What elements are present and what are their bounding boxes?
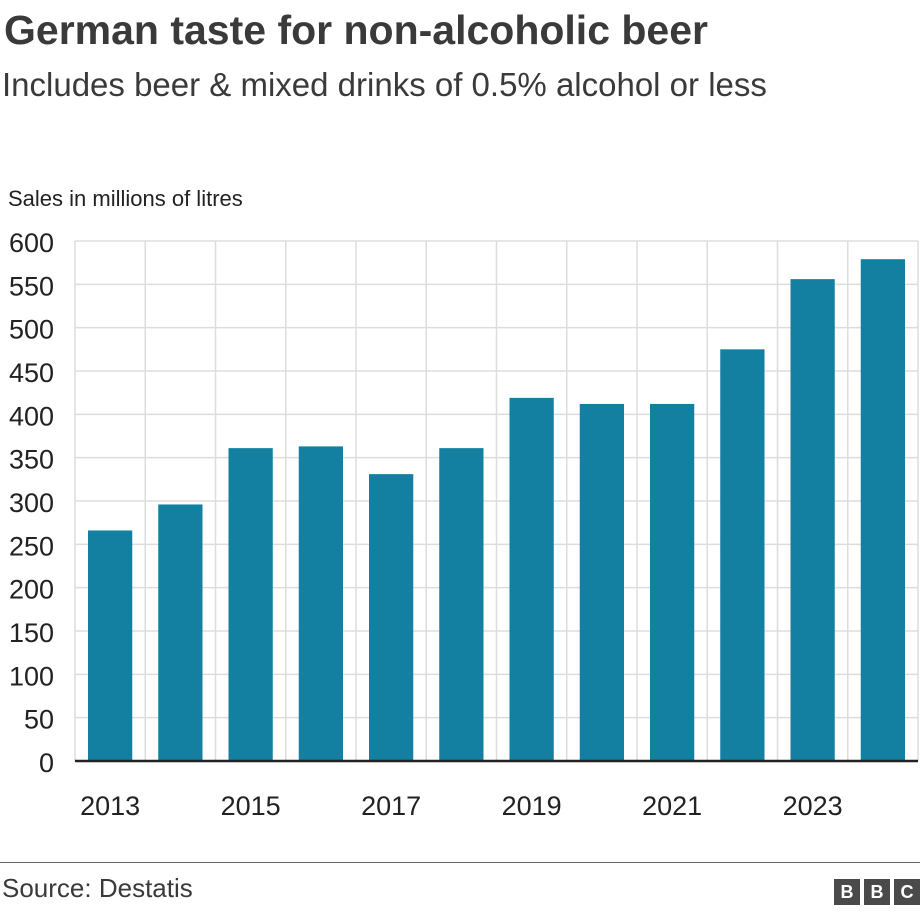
x-tick-label: 2023 bbox=[783, 791, 843, 821]
bar-2014 bbox=[158, 504, 203, 761]
y-tick-label: 150 bbox=[9, 618, 54, 648]
footer-divider bbox=[0, 862, 920, 863]
bar-2023 bbox=[790, 279, 835, 761]
bar-2015 bbox=[228, 448, 273, 761]
y-tick-label: 550 bbox=[9, 271, 54, 301]
chart-title: German taste for non-alcoholic beer bbox=[4, 7, 708, 53]
bar-2018 bbox=[439, 448, 484, 761]
bar-2022 bbox=[720, 349, 765, 761]
y-tick-label: 200 bbox=[9, 575, 54, 605]
y-tick-label: 500 bbox=[9, 315, 54, 345]
bar-chart: Sales in millions of litres 0 50 100 150 200… bbox=[8, 186, 919, 821]
source-note: Source: Destatis bbox=[2, 873, 193, 903]
x-tick-label: 2017 bbox=[361, 791, 421, 821]
logo-letter-c: C bbox=[894, 879, 920, 905]
x-tick-label: 2019 bbox=[502, 791, 562, 821]
bar-2021 bbox=[649, 403, 695, 761]
x-tick-label: 2015 bbox=[221, 791, 281, 821]
chart-subtitle: Includes beer & mixed drinks of 0.5% alc… bbox=[2, 66, 767, 103]
y-tick-label: 600 bbox=[9, 228, 54, 258]
bar-2013 bbox=[87, 530, 133, 761]
bar-2019 bbox=[509, 397, 554, 761]
y-axis-label: Sales in millions of litres bbox=[8, 186, 243, 211]
y-tick-label: 350 bbox=[9, 445, 54, 475]
logo-letter-b2: B bbox=[864, 879, 890, 905]
bar-2024 bbox=[860, 259, 906, 761]
bar-2016 bbox=[298, 446, 344, 761]
logo-letter-b1: B bbox=[834, 879, 860, 905]
bbc-logo: B B C bbox=[834, 879, 920, 905]
x-tick-label: 2013 bbox=[80, 791, 140, 821]
y-tick-label: 450 bbox=[9, 358, 54, 388]
y-tick-label: 250 bbox=[9, 531, 54, 561]
x-tick-label: 2021 bbox=[642, 791, 702, 821]
bar-2020 bbox=[579, 403, 625, 761]
bar-2017 bbox=[368, 474, 414, 761]
y-tick-label: 0 bbox=[39, 748, 54, 778]
y-tick-label: 100 bbox=[9, 661, 54, 691]
y-tick-label: 300 bbox=[9, 488, 54, 518]
y-tick-label: 50 bbox=[24, 705, 54, 735]
y-tick-label: 400 bbox=[9, 401, 54, 431]
